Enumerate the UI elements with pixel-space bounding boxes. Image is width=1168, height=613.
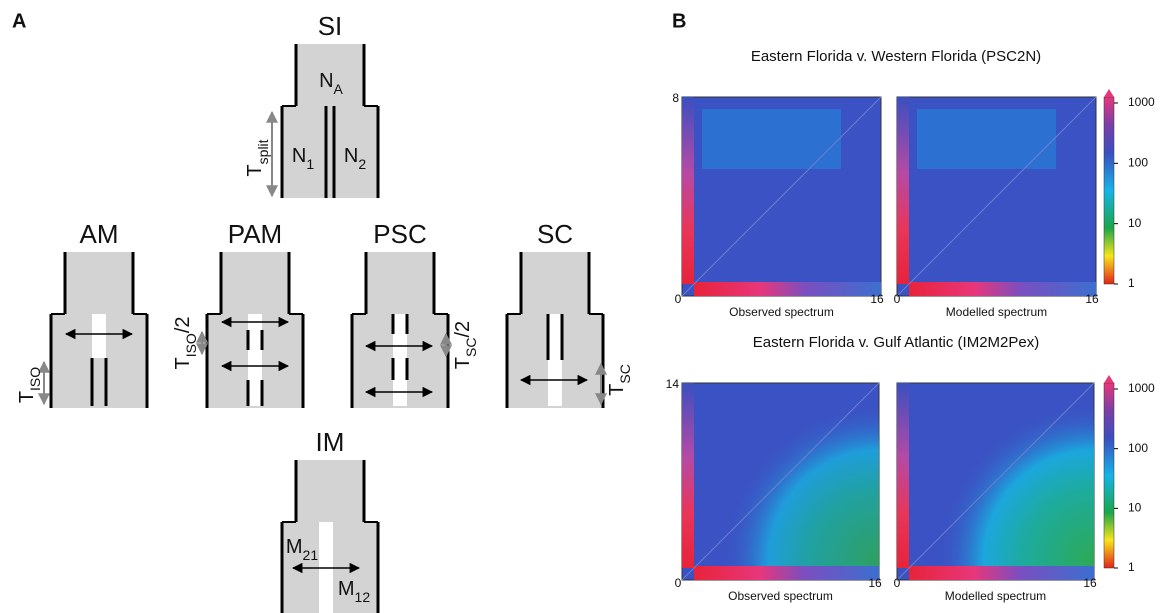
param-label: N1 <box>292 145 314 171</box>
colorbar-label: 1 <box>1128 276 1135 290</box>
x-tick-label: 16 <box>1085 292 1099 306</box>
x-tick-label: 0 <box>675 292 682 306</box>
heatmap-region <box>702 109 841 169</box>
plot-title: Eastern Florida v. Gulf Atlantic (IM2M2P… <box>753 334 1040 351</box>
diagonal <box>681 382 880 581</box>
param-tail: /2 <box>452 321 474 338</box>
shape <box>296 460 364 522</box>
shape <box>296 44 364 106</box>
param-base: T <box>244 164 266 176</box>
model-name: PSC <box>373 219 426 249</box>
colorbar-label: 1000 <box>1128 95 1155 109</box>
shape <box>521 252 589 314</box>
heatmap-col <box>897 383 909 568</box>
heatmap-row <box>694 282 881 296</box>
colorbar-label: 100 <box>1128 156 1148 170</box>
colorbar-label: 1000 <box>1128 381 1155 395</box>
heatmaps <box>681 89 1118 581</box>
shape <box>65 252 133 314</box>
shape <box>221 252 289 314</box>
diagonal <box>896 96 1097 297</box>
heatmap-col <box>682 383 694 568</box>
shape <box>92 314 106 358</box>
model-name: PAM <box>228 219 282 249</box>
param-base: T <box>16 391 38 403</box>
x-tick-label: 0 <box>894 576 901 590</box>
heatmap-col <box>897 97 909 284</box>
param-sub: SC <box>463 338 479 357</box>
shape <box>248 314 262 406</box>
param-base: N <box>344 145 358 167</box>
panel-label: A <box>12 10 26 32</box>
x-tick-label: 16 <box>870 292 884 306</box>
param-base: N <box>292 145 306 167</box>
param-label: N2 <box>344 145 366 171</box>
model-name: SI <box>318 11 343 41</box>
colorbar-label: 100 <box>1128 441 1148 455</box>
param-tail: /2 <box>172 316 194 333</box>
param-sub: ISO <box>27 367 43 391</box>
x-tick-label: 0 <box>675 576 682 590</box>
param-label: NA <box>319 70 343 96</box>
param-base: T <box>606 384 628 396</box>
param-label: TSC <box>606 364 632 396</box>
diagonal <box>681 96 882 297</box>
y-tick-label: 14 <box>666 377 680 391</box>
param-base: M <box>338 578 355 600</box>
model-schematics <box>38 44 607 613</box>
param-sub: 1 <box>306 156 314 172</box>
param-base: M <box>286 536 303 558</box>
param-label: TSC/2 <box>452 321 478 369</box>
heatmap-row <box>694 566 879 580</box>
param-label: M12 <box>338 578 370 604</box>
param-label: TISO <box>16 367 42 403</box>
param-sub: 12 <box>355 589 371 605</box>
param-base: T <box>172 357 194 369</box>
colorbar-cap <box>1104 89 1114 97</box>
y-tick-label: 8 <box>672 91 679 105</box>
param-sub: split <box>255 139 271 164</box>
heatmap-col <box>682 97 694 284</box>
param-sub: 2 <box>358 156 366 172</box>
x-axis-label: Modelled spectrum <box>946 305 1047 319</box>
param-sub: A <box>334 81 344 97</box>
param-label: Tsplit <box>244 139 270 176</box>
x-tick-label: 16 <box>1083 576 1097 590</box>
x-tick-label: 16 <box>868 576 882 590</box>
diagonal <box>896 382 1095 581</box>
panel-label: B <box>672 10 686 32</box>
param-sub: SC <box>617 364 633 383</box>
shape <box>548 314 562 406</box>
param-base: T <box>452 357 474 369</box>
model-name: AM <box>80 219 119 249</box>
shape <box>393 314 407 406</box>
colorbar-cap <box>1104 375 1114 383</box>
param-sub: 21 <box>303 547 319 563</box>
x-axis-label: Observed spectrum <box>729 305 834 319</box>
x-tick-label: 0 <box>894 292 901 306</box>
param-base: N <box>319 70 333 92</box>
model-name: SC <box>537 219 573 249</box>
x-axis-label: Modelled spectrum <box>945 589 1046 603</box>
param-label: M21 <box>286 536 318 562</box>
colorbar-label: 10 <box>1128 501 1142 515</box>
heatmap-row <box>909 566 1094 580</box>
model-name: IM <box>316 427 345 457</box>
x-axis-label: Observed spectrum <box>728 589 833 603</box>
colorbar <box>1103 96 1115 285</box>
shape <box>282 106 378 198</box>
heatmap-region <box>917 109 1056 169</box>
heatmap-row <box>909 282 1096 296</box>
shape <box>366 252 434 314</box>
param-sub: ISO <box>183 333 199 357</box>
colorbar <box>1103 382 1115 569</box>
colorbar-label: 1 <box>1128 560 1135 574</box>
colorbar-label: 10 <box>1128 216 1142 230</box>
param-label: TISO/2 <box>172 316 198 369</box>
plot-title: Eastern Florida v. Western Florida (PSC2… <box>751 48 1041 65</box>
